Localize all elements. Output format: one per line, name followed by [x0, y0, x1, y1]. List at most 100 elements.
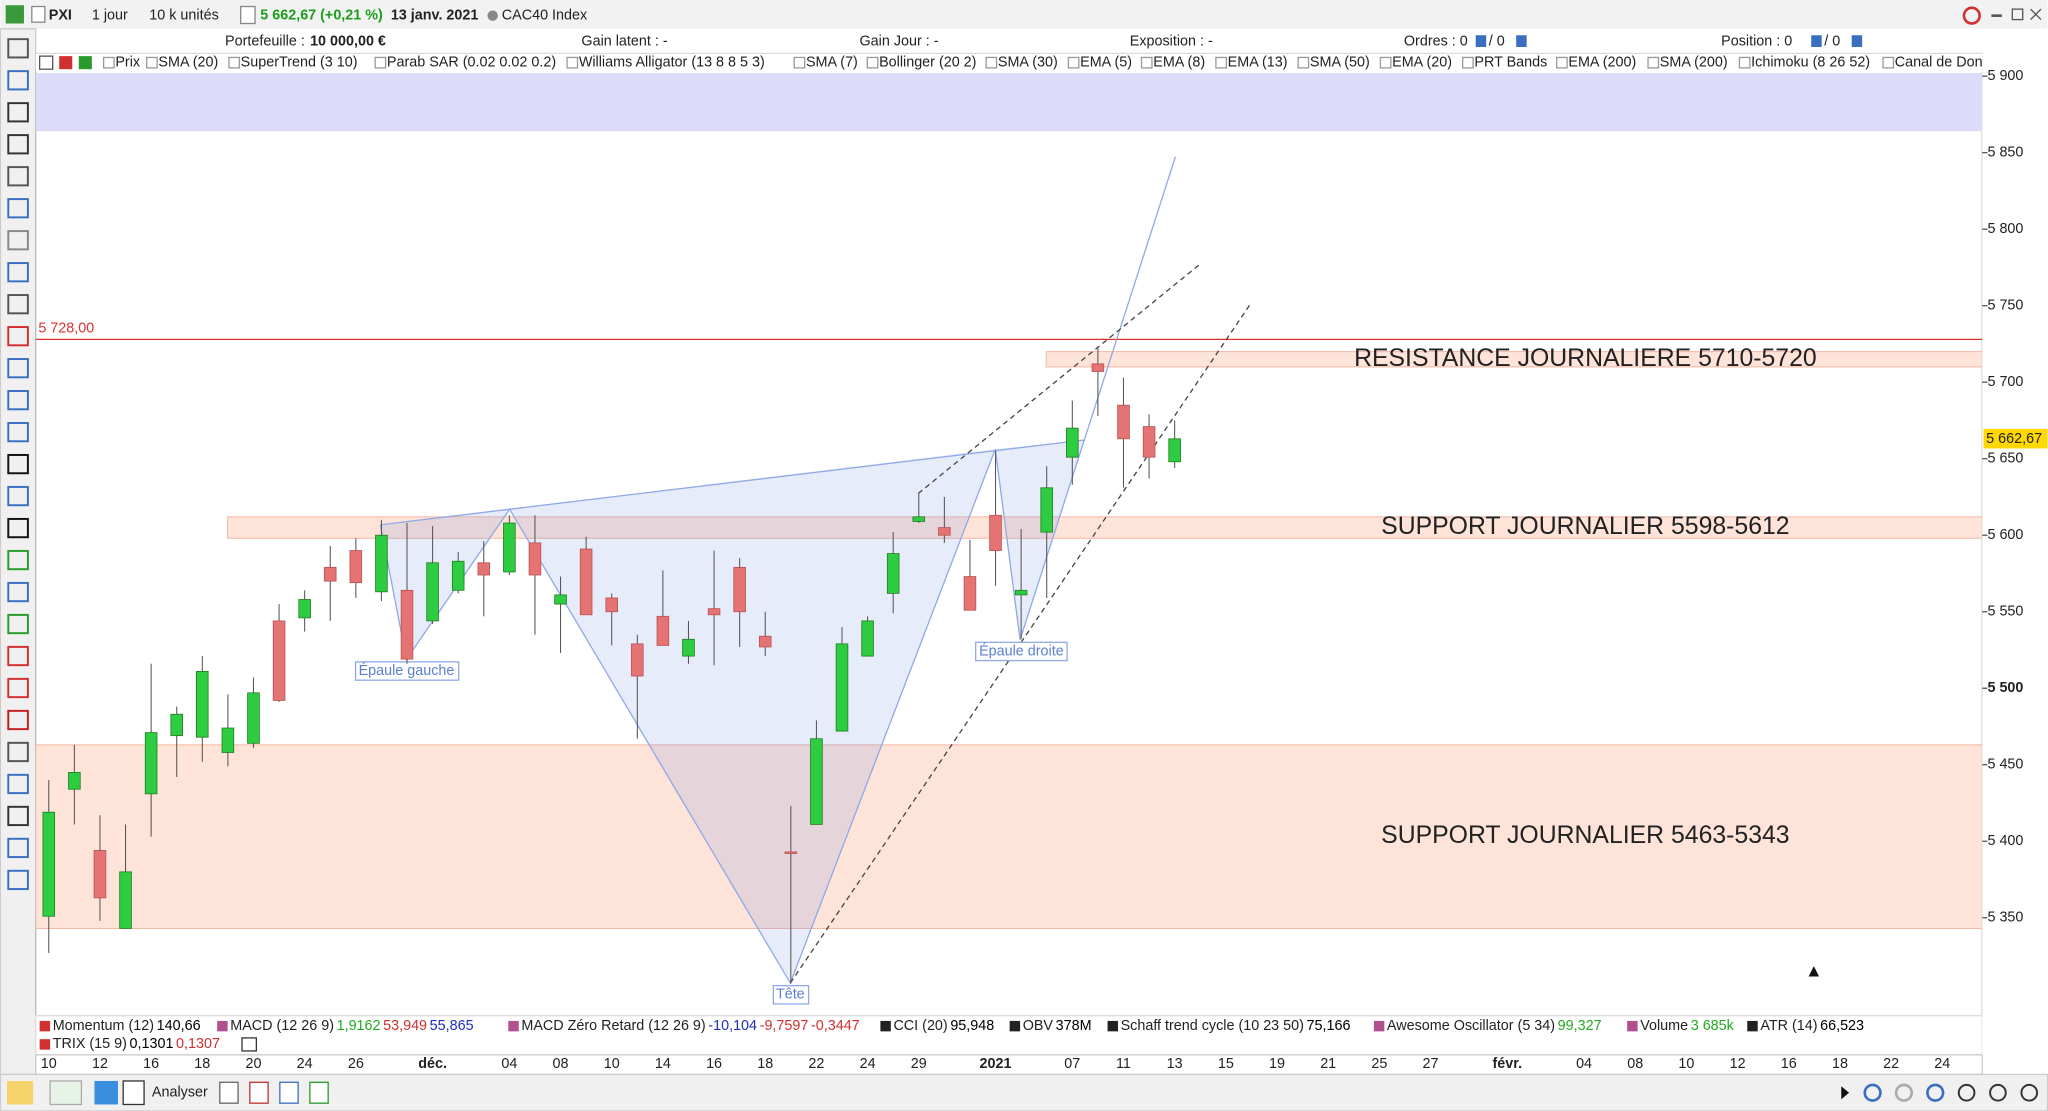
tool-icon[interactable]	[7, 230, 29, 251]
units[interactable]: 10 k unités	[149, 7, 218, 23]
indicator-swatch[interactable]	[217, 1020, 228, 1032]
indicator-checkbox[interactable]	[1067, 56, 1080, 69]
indicator-name[interactable]: Momentum (12)	[53, 1018, 154, 1034]
tool-icon[interactable]	[59, 56, 73, 70]
tool[interactable]	[219, 1081, 239, 1104]
indicator-checkbox[interactable]	[1462, 56, 1474, 69]
scroll-right[interactable]	[1841, 1086, 1850, 1100]
indicator-swatch[interactable]	[39, 1039, 51, 1050]
position-icon[interactable]	[1851, 35, 1863, 47]
indicator-checkbox[interactable]	[1215, 56, 1228, 69]
zoom-fit[interactable]	[1926, 1083, 1945, 1102]
indicator-name[interactable]: MACD (12 26 9)	[230, 1018, 334, 1034]
tool[interactable]	[279, 1081, 299, 1104]
indicator-name[interactable]: SMA (50)	[1310, 54, 1370, 70]
indicator-swatch[interactable]	[1373, 1020, 1385, 1032]
indicator-add[interactable]	[241, 1037, 258, 1052]
indicator-name[interactable]: ATR (14)	[1760, 1018, 1817, 1034]
redo[interactable]	[1894, 1083, 1914, 1102]
indicator-name[interactable]: Parab SAR (0.02 0.02 0.2)	[387, 54, 556, 70]
tool-icon[interactable]	[7, 38, 29, 59]
tool-icon[interactable]	[7, 517, 29, 539]
tool-icon[interactable]	[7, 869, 29, 891]
tool-icon[interactable]	[7, 198, 29, 219]
indicator-swatch[interactable]	[880, 1020, 891, 1032]
tool-icon[interactable]	[7, 741, 29, 763]
indicator-name[interactable]: EMA (200)	[1568, 54, 1636, 70]
indicator-checkbox[interactable]	[1738, 56, 1751, 69]
indicator-name[interactable]: Schaff trend cycle (10 23 50)	[1121, 1018, 1304, 1034]
indicator-swatch[interactable]	[508, 1020, 519, 1032]
tool-icon[interactable]	[7, 262, 29, 283]
tool-icon[interactable]	[7, 326, 29, 347]
indicator-name[interactable]: PRT Bands	[1474, 54, 1547, 70]
chart-tool[interactable]	[49, 1080, 83, 1106]
indicator-checkbox[interactable]	[1379, 56, 1392, 69]
analyse-button[interactable]: Analyser	[152, 1085, 208, 1101]
indicator-checkbox[interactable]	[866, 56, 879, 69]
symbol[interactable]: PXI	[49, 7, 72, 23]
tool[interactable]	[249, 1081, 269, 1104]
indicator-name[interactable]: Canal de Don	[1895, 54, 1983, 70]
indicator-swatch[interactable]	[1009, 1020, 1021, 1032]
indicator-name[interactable]: EMA (5)	[1080, 54, 1132, 70]
indicator-checkbox[interactable]	[793, 56, 806, 69]
indicator-checkbox[interactable]	[228, 56, 241, 69]
indicator-swatch[interactable]	[1747, 1020, 1758, 1032]
indicator-name[interactable]: Prix	[115, 54, 141, 70]
tool-icon[interactable]	[7, 70, 29, 91]
tool-icon[interactable]	[7, 805, 29, 827]
indicator-checkbox[interactable]	[1297, 56, 1310, 69]
tool-icon[interactable]	[38, 55, 54, 70]
tool-icon[interactable]	[7, 645, 29, 667]
indicator-name[interactable]: SMA (20)	[158, 54, 218, 70]
indicator-name[interactable]: Awesome Oscillator (5 34)	[1387, 1018, 1555, 1034]
symbol-icon[interactable]	[31, 5, 46, 23]
zoom-reset[interactable]	[2020, 1083, 2039, 1102]
undo[interactable]	[1863, 1083, 1882, 1102]
indicator-name[interactable]: EMA (20)	[1392, 54, 1452, 70]
app-icon[interactable]	[5, 5, 24, 24]
position-icon[interactable]	[1811, 35, 1822, 47]
draw-tool[interactable]	[6, 1080, 34, 1105]
tool-icon[interactable]	[7, 549, 29, 571]
indicator-swatch[interactable]	[39, 1020, 51, 1032]
period[interactable]: 1 jour	[92, 7, 128, 23]
orders-icon[interactable]	[1516, 35, 1527, 47]
indicator-checkbox[interactable]	[374, 56, 387, 69]
tool-icon[interactable]	[7, 773, 29, 795]
indicator-checkbox[interactable]	[102, 56, 115, 69]
indicator-checkbox[interactable]	[566, 56, 579, 69]
tool-icon[interactable]	[7, 166, 29, 187]
tool-icon[interactable]	[7, 453, 29, 475]
tool-icon[interactable]	[7, 837, 29, 859]
indicator-checkbox[interactable]	[1647, 56, 1660, 69]
indicator-name[interactable]: Ichimoku (8 26 52)	[1751, 54, 1870, 70]
tool-icon[interactable]	[7, 390, 29, 411]
tool[interactable]	[309, 1081, 329, 1104]
indicator-name[interactable]: Volume	[1640, 1018, 1688, 1034]
indicator-name[interactable]: MACD Zéro Retard (12 26 9)	[521, 1018, 705, 1034]
tool-icon[interactable]	[7, 581, 29, 603]
refresh[interactable]	[1962, 6, 1981, 25]
indicator-name[interactable]: SuperTrend (3 10)	[241, 54, 358, 70]
tool-icon[interactable]	[7, 422, 29, 443]
info-icon[interactable]	[240, 5, 256, 25]
indicator-checkbox[interactable]	[1882, 56, 1895, 69]
layout-tool[interactable]	[122, 1080, 145, 1106]
indicator-checkbox[interactable]	[146, 56, 158, 69]
tool-icon[interactable]	[7, 485, 29, 507]
tool-icon[interactable]	[7, 677, 29, 699]
tool-icon[interactable]	[7, 102, 29, 123]
indicator-name[interactable]: CCI (20)	[893, 1018, 947, 1034]
minimize[interactable]	[1991, 14, 2002, 17]
zoom-in[interactable]	[1989, 1083, 2007, 1102]
tool-icon[interactable]	[7, 613, 29, 635]
share-tool[interactable]	[94, 1080, 118, 1105]
tool-icon[interactable]	[7, 294, 29, 315]
tool-icon[interactable]	[7, 358, 29, 379]
tool-icon[interactable]	[78, 56, 92, 70]
indicator-name[interactable]: TRIX (15 9)	[53, 1036, 127, 1052]
close[interactable]	[2030, 8, 2042, 21]
indicator-swatch[interactable]	[1107, 1020, 1118, 1032]
